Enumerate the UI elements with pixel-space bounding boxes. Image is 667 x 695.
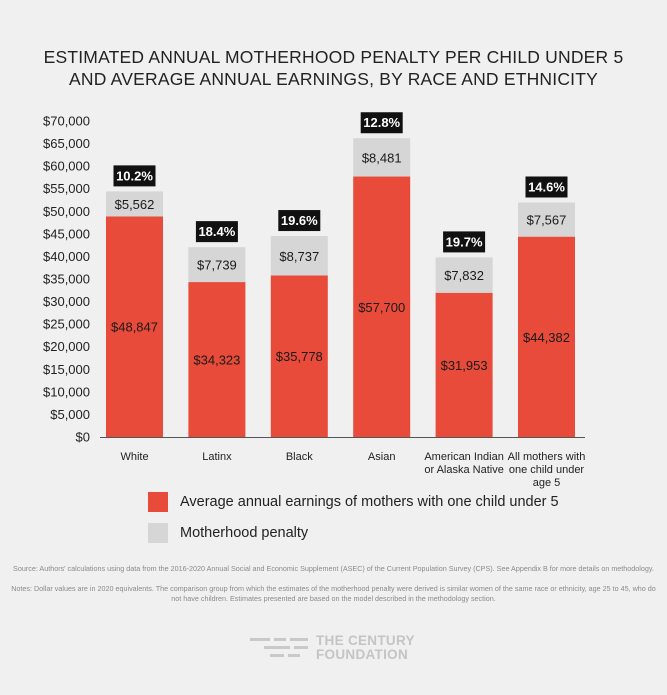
bar-penalty — [270, 236, 328, 276]
y-tick-label: $65,000 — [43, 136, 90, 151]
x-category-label: American Indian — [424, 451, 504, 463]
penalty-data-label: $5,562 — [115, 197, 155, 212]
y-tick-label: $30,000 — [43, 294, 90, 309]
y-tick-label: $20,000 — [43, 339, 90, 354]
logo-text-line-1: THE CENTURY — [316, 633, 415, 648]
x-category-label: Latinx — [202, 451, 232, 463]
century-foundation-logo: THE CENTURY FOUNDATION — [250, 634, 415, 662]
earnings-data-label: $48,847 — [111, 320, 158, 335]
bar-penalty — [518, 202, 575, 237]
bar-earnings — [188, 282, 246, 437]
penalty-percent-label: 18.4% — [198, 224, 235, 239]
penalty-percent-badge — [278, 210, 321, 232]
penalty-percent-label: 19.6% — [281, 213, 318, 228]
y-tick-label: $60,000 — [43, 159, 90, 174]
y-tick-label: $25,000 — [43, 317, 90, 332]
source-note: Source: Authors' calculations using data… — [13, 564, 654, 573]
penalty-percent-label: 14.6% — [528, 179, 565, 194]
x-category-label: All mothers with — [508, 451, 586, 463]
x-category-label: White — [120, 451, 148, 463]
bar-earnings — [270, 275, 328, 437]
logo-mark-icon — [250, 635, 308, 661]
y-tick-label: $10,000 — [43, 384, 90, 399]
notes-text: Notes: Dollar values are in 2020 equival… — [11, 584, 656, 603]
legend-label-penalty: Motherhood penalty — [180, 525, 309, 541]
y-tick-label: $45,000 — [43, 226, 90, 241]
y-tick-label: $50,000 — [43, 204, 90, 219]
logo-text-line-2: FOUNDATION — [316, 647, 408, 662]
logo-text: THE CENTURY FOUNDATION — [316, 634, 415, 662]
bar-penalty — [106, 191, 163, 217]
legend-label-earnings: Average annual earnings of mothers with … — [180, 494, 559, 510]
y-tick-label: $70,000 — [43, 114, 90, 129]
legend-swatch-earnings — [148, 492, 168, 512]
bar-earnings — [435, 292, 493, 437]
earnings-data-label: $31,953 — [441, 358, 488, 373]
bar-earnings — [518, 236, 575, 437]
y-tick-label: $5,000 — [50, 407, 90, 422]
bar-chart: $0 $5,000 $10,000 $15,000 $20,000 $25,000 $30,… — [43, 112, 586, 489]
bar-earnings — [106, 216, 163, 437]
penalty-percent-badge — [443, 231, 486, 253]
y-tick-label: $55,000 — [43, 181, 90, 196]
y-tick-label: $0 — [76, 430, 90, 445]
legend-item-penalty: Motherhood penalty — [148, 522, 308, 544]
penalty-data-label: $7,832 — [444, 268, 484, 283]
penalty-percent-badge — [525, 176, 568, 198]
earnings-data-label: $44,382 — [523, 330, 570, 345]
chart-title-line-1: ESTIMATED ANNUAL MOTHERHOOD PENALTY PER … — [43, 47, 624, 67]
x-category-label: or Alaska Native — [424, 464, 503, 476]
penalty-data-label: $7,567 — [527, 213, 567, 228]
legend-swatch-penalty — [148, 523, 168, 543]
penalty-percent-label: 10.2% — [116, 168, 153, 183]
penalty-percent-badge — [113, 165, 156, 187]
earnings-data-label: $57,700 — [358, 300, 405, 315]
bar-penalty — [435, 257, 493, 293]
bar-penalty — [353, 138, 411, 177]
x-category-label: one child under — [509, 464, 585, 476]
earnings-data-label: $35,778 — [276, 349, 323, 364]
penalty-data-label: $7,739 — [197, 258, 237, 273]
penalty-data-label: $8,481 — [362, 150, 402, 165]
penalty-data-label: $8,737 — [279, 249, 319, 264]
legend-item-earnings: Average annual earnings of mothers with … — [148, 491, 559, 513]
penalty-percent-label: 12.8% — [363, 115, 400, 130]
y-tick-label: $35,000 — [43, 272, 90, 287]
earnings-data-label: $34,323 — [193, 353, 240, 368]
y-tick-label: $15,000 — [43, 362, 90, 377]
x-category-label: Black — [286, 451, 313, 463]
x-category-label: Asian — [368, 451, 396, 463]
y-tick-label: $40,000 — [43, 249, 90, 264]
chart-title-line-2: AND AVERAGE ANNUAL EARNINGS, BY RACE AND… — [69, 69, 598, 89]
penalty-percent-badge — [195, 221, 238, 243]
chart-title: ESTIMATED ANNUAL MOTHERHOOD PENALTY PER … — [0, 46, 667, 90]
penalty-percent-badge — [360, 112, 403, 134]
x-category-label: age 5 — [533, 477, 561, 489]
penalty-percent-label: 19.7% — [446, 234, 483, 249]
bar-earnings — [353, 176, 411, 438]
bar-penalty — [188, 247, 246, 283]
